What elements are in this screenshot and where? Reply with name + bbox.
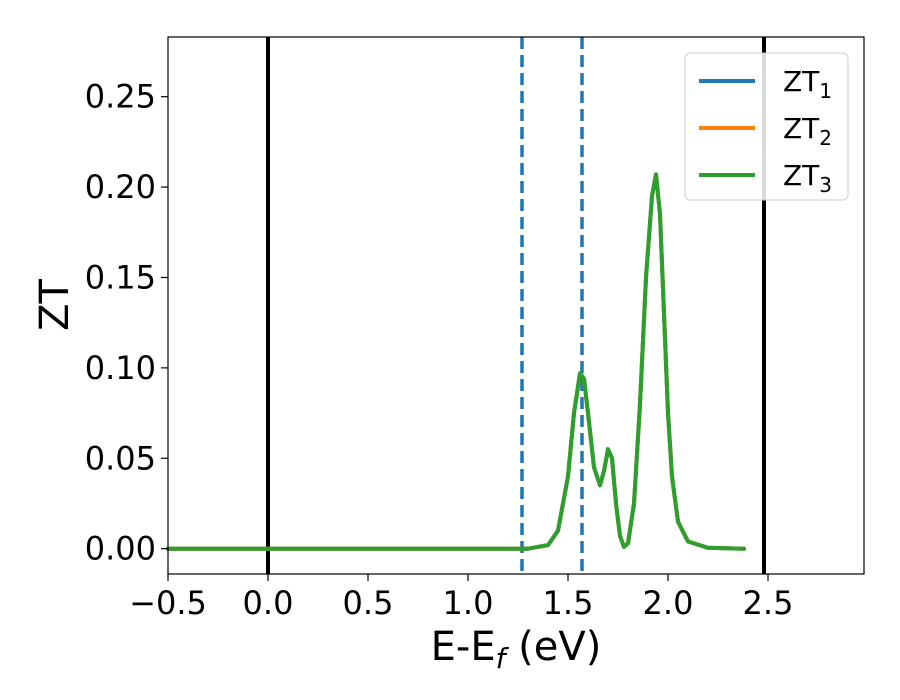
x-axis-label-unit: (eV) (505, 624, 601, 670)
plot-area (166, 37, 766, 574)
y-tick-label: 0.15 (85, 258, 156, 296)
x-tick-label: 1.5 (543, 584, 594, 622)
series-line-3 (166, 172, 746, 551)
plot-frame (167, 36, 865, 575)
x-tick-label: 1.0 (443, 584, 494, 622)
legend-label-main: ZT (783, 65, 820, 98)
legend-label-3: ZT3 (783, 159, 832, 197)
y-tick-label: 0.05 (85, 439, 156, 477)
y-tick-label: 0.00 (85, 530, 156, 568)
legend-label-main: ZT (783, 159, 820, 192)
x-axis-label: E-Ef (eV) (431, 624, 602, 675)
legend-label-sub: 1 (819, 79, 832, 103)
legend-label-2: ZT2 (783, 112, 832, 150)
legend-label-main: ZT (783, 112, 820, 145)
x-tick-label: −0.5 (129, 584, 207, 622)
y-axis-label: ZT (32, 279, 78, 331)
legend-label-sub: 3 (819, 173, 832, 197)
legend-label-1: ZT1 (783, 65, 832, 103)
series-line-2 (166, 172, 746, 551)
axis-ticks: −0.5 0.0 0.5 1.0 1.5 2.0 2.5 0.00 0.05 0.10 0.15 0.… (85, 78, 794, 622)
x-axis-label-main: E-E (431, 624, 496, 670)
x-tick-label: 0.0 (243, 584, 294, 622)
legend-box (684, 52, 849, 201)
x-tick-label: 0.5 (343, 584, 394, 622)
x-tick-label: 2.5 (743, 584, 794, 622)
x-tick-label: 2.0 (643, 584, 694, 622)
y-tick-label: 0.20 (85, 168, 156, 206)
y-tick-label: 0.10 (85, 349, 156, 387)
legend-label-sub: 2 (819, 126, 832, 150)
y-tick-label: 0.25 (85, 78, 156, 116)
series-line-1 (166, 172, 746, 551)
